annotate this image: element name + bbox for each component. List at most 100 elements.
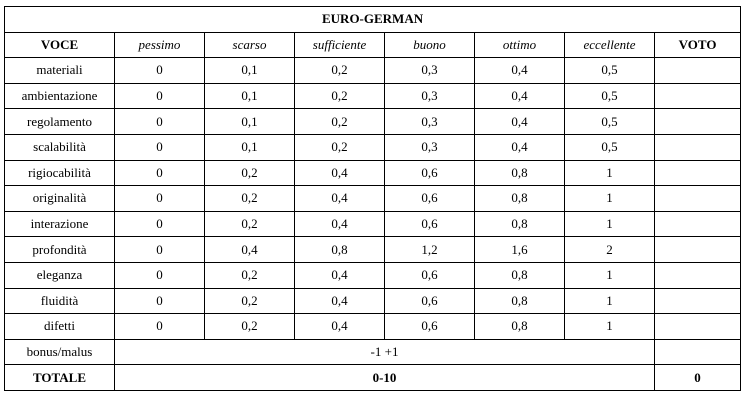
title-row: EURO-GERMAN <box>3 6 742 33</box>
score-cell: 0,2 <box>294 133 385 161</box>
totale-row: TOTALE 0-10 0 <box>4 364 742 391</box>
voto-cell[interactable] <box>653 236 742 263</box>
score-cell: 0,4 <box>294 185 385 212</box>
score-cell: 0,1 <box>204 108 295 135</box>
score-cell: 0,4 <box>474 133 565 161</box>
score-cell: 0,1 <box>204 133 295 161</box>
header-level-scarso: scarso <box>204 31 295 59</box>
voto-cell[interactable] <box>653 133 742 161</box>
score-cell: 0,3 <box>384 108 475 135</box>
score-cell: 0,4 <box>294 210 385 238</box>
bonus-label: bonus/malus <box>4 338 115 366</box>
criterion-label: regolamento <box>4 108 115 135</box>
score-cell: 0,5 <box>564 57 655 84</box>
score-cell: 0 <box>114 108 205 135</box>
score-table: EURO-GERMAN VOCE pessimo scarso sufficie… <box>3 6 742 391</box>
criterion-label: profondità <box>4 236 115 263</box>
criterion-label: difetti <box>4 313 115 340</box>
totale-label: TOTALE <box>4 364 115 391</box>
score-cell: 1,6 <box>474 236 565 263</box>
score-cell: 1 <box>564 261 655 289</box>
table-row: scalabilità 0 0,1 0,2 0,3 0,4 0,5 <box>4 133 742 161</box>
score-cell: 0,2 <box>204 287 295 315</box>
header-level-pessimo: pessimo <box>114 31 205 59</box>
totale-voto: 0 <box>653 364 742 391</box>
voto-cell[interactable] <box>653 82 742 110</box>
score-cell: 0,3 <box>384 133 475 161</box>
criterion-label: originalità <box>4 185 115 212</box>
score-cell: 0,6 <box>384 313 475 340</box>
table-row: materiali 0 0,1 0,2 0,3 0,4 0,5 <box>4 57 742 84</box>
score-cell: 1 <box>564 159 655 187</box>
header-level-buono: buono <box>384 31 475 59</box>
score-cell: 0,4 <box>204 236 295 263</box>
score-cell: 1 <box>564 210 655 238</box>
score-cell: 0,6 <box>384 185 475 212</box>
table-row: fluidità 0 0,2 0,4 0,6 0,8 1 <box>4 287 742 315</box>
header-voce: VOCE <box>4 31 115 59</box>
score-cell: 0,4 <box>474 57 565 84</box>
score-cell: 0,2 <box>204 313 295 340</box>
bonus-range: -1 +1 <box>114 338 655 366</box>
voto-cell[interactable] <box>653 261 742 289</box>
score-cell: 0 <box>114 57 205 84</box>
score-cell: 0,3 <box>384 82 475 110</box>
score-cell: 2 <box>564 236 655 263</box>
score-cell: 0 <box>114 185 205 212</box>
score-cell: 0,6 <box>384 261 475 289</box>
score-cell: 0,4 <box>294 287 385 315</box>
score-cell: 0,4 <box>294 313 385 340</box>
score-cell: 0,4 <box>294 159 385 187</box>
score-cell: 0 <box>114 133 205 161</box>
header-level-sufficiente: sufficiente <box>294 31 385 59</box>
score-cell: 0 <box>114 236 205 263</box>
score-cell: 0,2 <box>294 108 385 135</box>
bonus-row: bonus/malus -1 +1 <box>4 338 742 366</box>
voto-cell[interactable] <box>653 210 742 238</box>
score-cell: 0,1 <box>204 82 295 110</box>
criterion-label: interazione <box>4 210 115 238</box>
voto-cell[interactable] <box>653 57 742 84</box>
score-cell: 0,5 <box>564 108 655 135</box>
score-cell: 0,4 <box>294 261 385 289</box>
voto-cell[interactable] <box>653 313 742 340</box>
header-level-ottimo: ottimo <box>474 31 565 59</box>
score-cell: 0,5 <box>564 82 655 110</box>
table-title: EURO-GERMAN <box>3 6 742 33</box>
score-cell: 1 <box>564 185 655 212</box>
score-cell: 0 <box>114 313 205 340</box>
criterion-label: eleganza <box>4 261 115 289</box>
table-row: rigiocabilità 0 0,2 0,4 0,6 0,8 1 <box>4 159 742 187</box>
header-row: VOCE pessimo scarso sufficiente buono ot… <box>4 31 742 59</box>
criterion-label: fluidità <box>4 287 115 315</box>
score-cell: 0,4 <box>474 82 565 110</box>
criterion-label: materiali <box>4 57 115 84</box>
voto-cell[interactable] <box>653 159 742 187</box>
table-row: difetti 0 0,2 0,4 0,6 0,8 1 <box>4 313 742 340</box>
score-cell: 0,8 <box>474 287 565 315</box>
totale-range: 0-10 <box>114 364 655 391</box>
score-cell: 0,2 <box>294 82 385 110</box>
table-row: originalità 0 0,2 0,4 0,6 0,8 1 <box>4 185 742 212</box>
voto-cell[interactable] <box>653 108 742 135</box>
score-cell: 0,8 <box>474 159 565 187</box>
score-cell: 0,2 <box>204 210 295 238</box>
score-cell: 0,4 <box>474 108 565 135</box>
criterion-label: ambientazione <box>4 82 115 110</box>
score-cell: 1 <box>564 287 655 315</box>
score-cell: 0,8 <box>474 210 565 238</box>
table-body: materiali 0 0,1 0,2 0,3 0,4 0,5 ambientazione 0 0… <box>4 57 742 391</box>
table-row: profondità 0 0,4 0,8 1,2 1,6 2 <box>4 236 742 263</box>
score-cell: 0 <box>114 261 205 289</box>
score-cell: 0 <box>114 82 205 110</box>
voto-cell[interactable] <box>653 287 742 315</box>
score-cell: 0,2 <box>204 261 295 289</box>
score-cell: 0,1 <box>204 57 295 84</box>
criterion-label: scalabilità <box>4 133 115 161</box>
score-cell: 0 <box>114 210 205 238</box>
table-row: eleganza 0 0,2 0,4 0,6 0,8 1 <box>4 261 742 289</box>
criterion-label: rigiocabilità <box>4 159 115 187</box>
score-cell: 0,5 <box>564 133 655 161</box>
bonus-voto-cell[interactable] <box>653 338 742 366</box>
voto-cell[interactable] <box>653 185 742 212</box>
